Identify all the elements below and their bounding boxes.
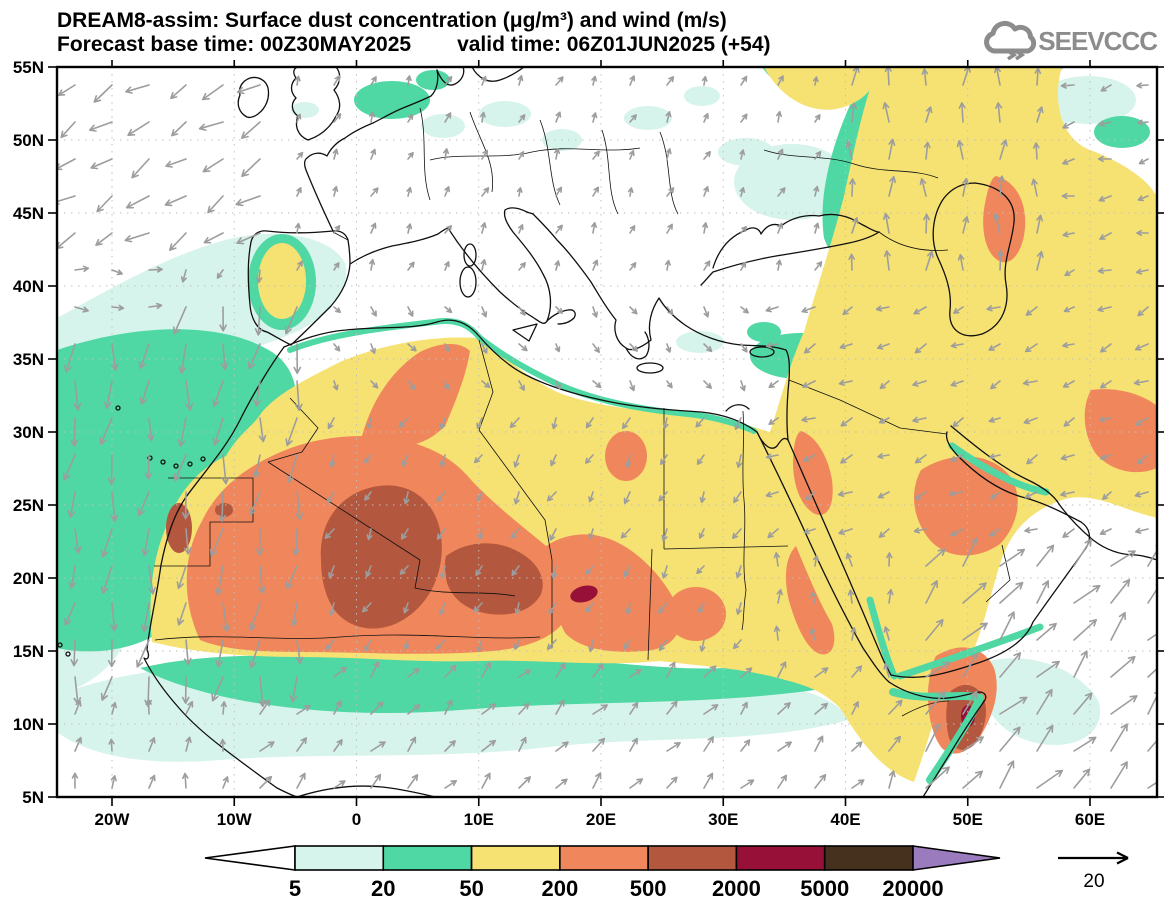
lon-tick-label: 50E bbox=[953, 810, 983, 829]
colorbar-overflow-arrow bbox=[912, 845, 1001, 871]
lat-tick-label: 30N bbox=[13, 423, 44, 442]
logo-text: SEEVCCC bbox=[1038, 26, 1158, 56]
seevccc-logo: SEEVCCC bbox=[980, 18, 1158, 65]
lat-tick-label: 20N bbox=[13, 569, 44, 588]
colorbar-boundary-label: 50 bbox=[459, 876, 483, 901]
colorbar-boundary-label: 2000 bbox=[712, 876, 761, 901]
lon-tick-label: 30E bbox=[708, 810, 738, 829]
lon-tick-label: 20W bbox=[95, 810, 131, 829]
lat-tick-label: 45N bbox=[13, 204, 44, 223]
title-text: DREAM8-assim: Surface dust concentration… bbox=[57, 9, 727, 32]
lon-tick-label: 40E bbox=[830, 810, 860, 829]
lon-tick-label: 0 bbox=[352, 810, 361, 829]
colorbar-boundary-label: 200 bbox=[541, 876, 578, 901]
lat-tick-label: 10N bbox=[13, 715, 44, 734]
map-frame bbox=[48, 60, 1164, 806]
colorbar-boundary-label: 20 bbox=[371, 876, 395, 901]
colorbar-segment bbox=[382, 845, 473, 871]
base-time-label: Forecast base time: 00Z30MAY2025 bbox=[57, 33, 412, 56]
country-borders-layer bbox=[154, 107, 1011, 717]
page-title: DREAM8-assim: Surface dust concentration… bbox=[57, 9, 727, 33]
colorbar-segment bbox=[470, 845, 561, 871]
cloud-logo-icon bbox=[980, 18, 1038, 65]
colorbar-segment bbox=[735, 845, 826, 871]
axis-labels: 55N 50N 45N 40N 35N 30N 25N 20N 15N 10N 5N 20W 10W 0 1… bbox=[13, 58, 1105, 829]
colorbar-boundary-label: 5000 bbox=[800, 876, 849, 901]
colorbar-boundary-label: 20000 bbox=[882, 876, 943, 901]
colorbar-segment bbox=[823, 845, 914, 871]
colorbar-boundary-label: 5 bbox=[289, 876, 301, 901]
colorbar-segment bbox=[559, 845, 649, 871]
wind-reference-arrow bbox=[1058, 851, 1129, 865]
wind-reference-legend: 20 bbox=[1058, 851, 1129, 892]
wind-reference-label: 20 bbox=[1083, 871, 1104, 892]
lat-tick-label: 15N bbox=[13, 642, 44, 661]
lat-tick-label: 35N bbox=[13, 350, 44, 369]
wind-arrows-layer bbox=[57, 67, 1157, 789]
graticule-layer bbox=[57, 67, 1157, 797]
coastline-layer bbox=[57, 67, 1157, 797]
colorbar-legend: 5 20 50 200 500 2000 5000 20000 bbox=[204, 845, 1001, 901]
lon-tick-label: 10W bbox=[217, 810, 253, 829]
lon-tick-label: 10E bbox=[464, 810, 494, 829]
subtitle: Forecast base time: 00Z30MAY2025 valid ti… bbox=[57, 33, 771, 57]
colorbar-segment bbox=[647, 845, 738, 871]
lon-tick-label: 20E bbox=[586, 810, 616, 829]
lon-tick-label: 60E bbox=[1075, 810, 1105, 829]
lat-tick-label: 50N bbox=[13, 131, 44, 150]
axis-ticks bbox=[48, 60, 1164, 806]
colorbar-segment bbox=[294, 845, 385, 871]
lat-tick-label: 5N bbox=[22, 788, 44, 807]
lat-tick-label: 55N bbox=[13, 58, 44, 77]
colorbar-underflow-arrow bbox=[204, 845, 296, 871]
lat-tick-label: 25N bbox=[13, 496, 44, 515]
wind-arrows bbox=[57, 67, 1157, 789]
valid-time-label: valid time: 06Z01JUN2025 (+54) bbox=[457, 33, 771, 56]
colorbar-boundary-label: 500 bbox=[630, 876, 667, 901]
lat-tick-label: 40N bbox=[13, 277, 44, 296]
